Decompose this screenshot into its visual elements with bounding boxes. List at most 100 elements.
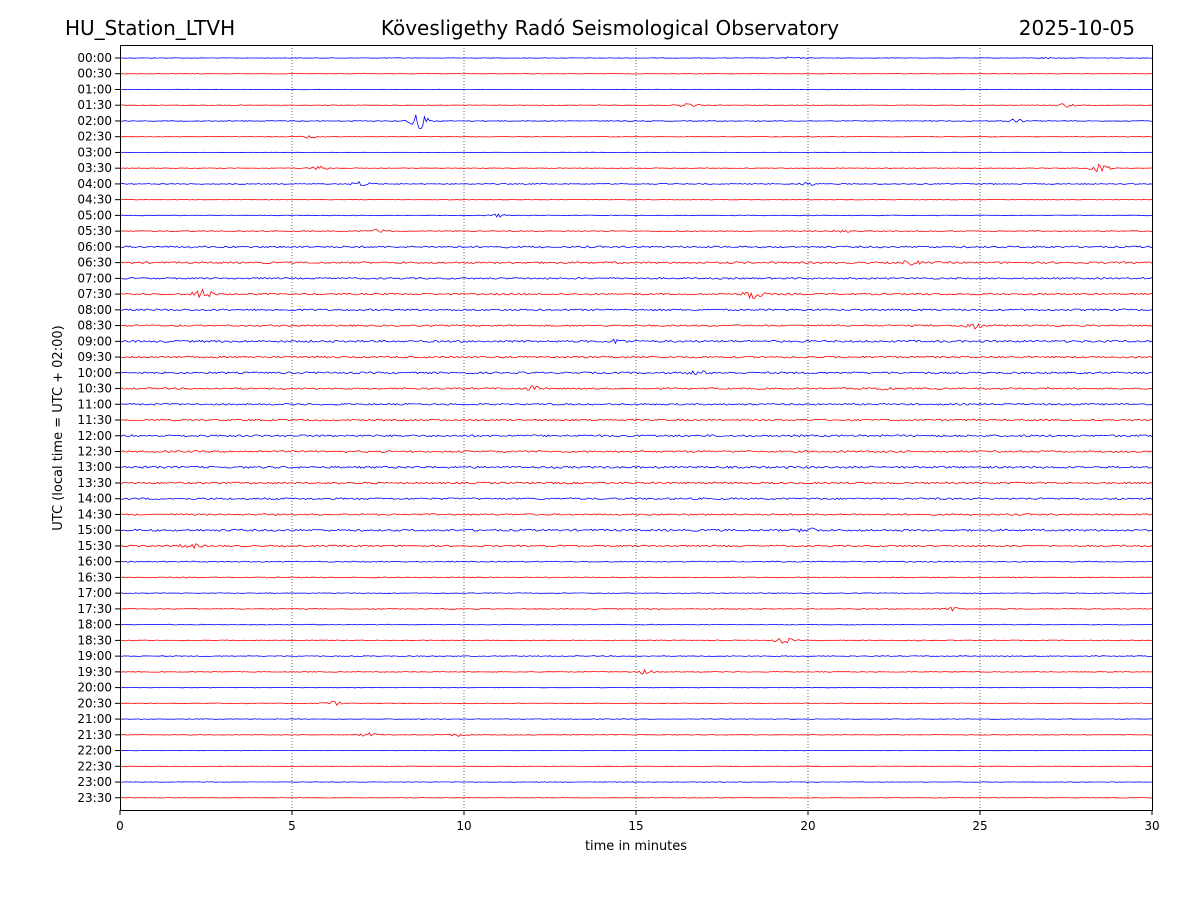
trace-0330 (119, 163, 1152, 173)
y-tick-label: 01:30 (77, 98, 112, 112)
y-tick-label: 21:00 (77, 712, 112, 726)
trace-2300 (119, 781, 1152, 783)
y-tick-label: 02:30 (77, 130, 112, 144)
trace-1900 (119, 655, 1152, 657)
y-tick-label: 00:30 (77, 67, 112, 81)
y-tick-label: 05:00 (77, 208, 112, 222)
chart-date: 2025-10-05 (1019, 16, 1135, 40)
trace-0830 (119, 323, 1153, 330)
y-tick-label: 08:00 (77, 303, 112, 317)
trace-0730 (119, 288, 1153, 300)
y-tick-label: 17:00 (77, 586, 112, 600)
y-tick-label: 23:30 (77, 791, 112, 805)
y-tick-label: 14:30 (77, 507, 112, 521)
trace-0230 (119, 135, 1152, 139)
trace-1230 (119, 450, 1153, 453)
y-tick-label: 18:30 (77, 633, 112, 647)
trace-0800 (119, 308, 1153, 312)
trace-0630 (119, 260, 1153, 266)
y-tick-label: 07:00 (77, 271, 112, 285)
y-tick-label: 12:30 (77, 445, 112, 459)
y-tick-label: 11:30 (77, 413, 112, 427)
y-tick-label: 04:30 (77, 193, 112, 207)
y-tick-label: 11:00 (77, 397, 112, 411)
trace-1600 (119, 560, 1153, 563)
trace-0000 (119, 56, 1153, 60)
y-tick-label: 00:00 (77, 51, 112, 65)
plot-frame (120, 45, 1153, 811)
x-tick-label: 20 (800, 819, 815, 833)
y-tick-label: 06:30 (77, 256, 112, 270)
trace-0500 (119, 213, 1153, 218)
x-axis: 0 5 10 15 20 25 30 (116, 810, 1160, 833)
y-tick-label: 13:30 (77, 476, 112, 490)
y-tick-label: 19:30 (77, 665, 112, 679)
trace-0530 (119, 228, 1153, 233)
trace-1430 (119, 513, 1153, 516)
y-tick-label: 07:30 (77, 287, 112, 301)
y-tick-label: 13:00 (77, 460, 112, 474)
y-tick-label: 21:30 (77, 728, 112, 742)
y-tick-label: 19:00 (77, 649, 112, 663)
y-tick-label: 17:30 (77, 602, 112, 616)
trace-0130 (119, 103, 1153, 108)
trace-1400 (119, 497, 1153, 501)
y-tick-label: 15:30 (77, 539, 112, 553)
y-tick-label: 04:00 (77, 177, 112, 191)
trace-1030 (119, 385, 1153, 391)
trace-2130 (119, 732, 1153, 738)
y-tick-label: 12:00 (77, 429, 112, 443)
y-tick-label: 15:00 (77, 523, 112, 537)
chart-title: Kövesligethy Radó Seismological Observat… (381, 16, 839, 40)
y-tick-label: 06:00 (77, 240, 112, 254)
trace-0200 (119, 114, 1153, 130)
y-tick-label: 22:00 (77, 744, 112, 758)
trace-1000 (119, 370, 1152, 376)
trace-1300 (119, 465, 1153, 469)
y-tick-label: 23:00 (77, 775, 112, 789)
y-tick-label: 10:30 (77, 382, 112, 396)
y-axis-label: UTC (local time = UTC + 02:00) (51, 325, 66, 530)
y-tick-label: 02:00 (77, 114, 112, 128)
x-tick-label: 15 (628, 819, 643, 833)
trace-1500 (119, 527, 1153, 533)
trace-1330 (119, 481, 1153, 485)
x-tick-label: 25 (972, 819, 987, 833)
y-tick-label: 01:00 (77, 82, 112, 96)
trace-1530 (119, 543, 1153, 550)
trace-1800 (120, 623, 1153, 626)
trace-1130 (119, 418, 1153, 422)
y-tick-label: 09:00 (77, 334, 112, 348)
y-tick-label: 20:00 (77, 681, 112, 695)
trace-1700 (119, 592, 1153, 594)
trace-2030 (119, 700, 1153, 707)
y-tick-label: 03:30 (77, 161, 112, 175)
trace-0430 (119, 198, 1153, 201)
x-tick-label: 10 (456, 819, 471, 833)
trace-2330 (119, 797, 1153, 799)
x-tick-label: 5 (288, 819, 296, 833)
x-axis-label: time in minutes (585, 839, 687, 854)
y-tick-label: 14:00 (77, 492, 112, 506)
trace-1730 (119, 606, 1153, 612)
trace-1200 (119, 434, 1153, 438)
y-tick-label: 10:00 (77, 366, 112, 380)
trace-1830 (119, 637, 1153, 644)
trace-1930 (120, 668, 1153, 675)
trace-0600 (119, 245, 1152, 249)
station-name: HU_Station_LTVH (65, 16, 235, 40)
y-tick-label: 08:30 (77, 319, 112, 333)
trace-1630 (119, 576, 1153, 579)
y-tick-label: 20:30 (77, 696, 112, 710)
trace-0030 (119, 73, 1153, 75)
grid-lines (291, 45, 981, 810)
y-tick-label: 16:30 (77, 570, 112, 584)
y-tick-label: 18:00 (77, 618, 112, 632)
trace-0930 (119, 355, 1153, 359)
trace-0400 (119, 180, 1153, 187)
trace-group (119, 56, 1153, 799)
trace-0900 (119, 338, 1153, 345)
y-tick-label: 22:30 (77, 759, 112, 773)
x-tick-label: 30 (1144, 819, 1159, 833)
